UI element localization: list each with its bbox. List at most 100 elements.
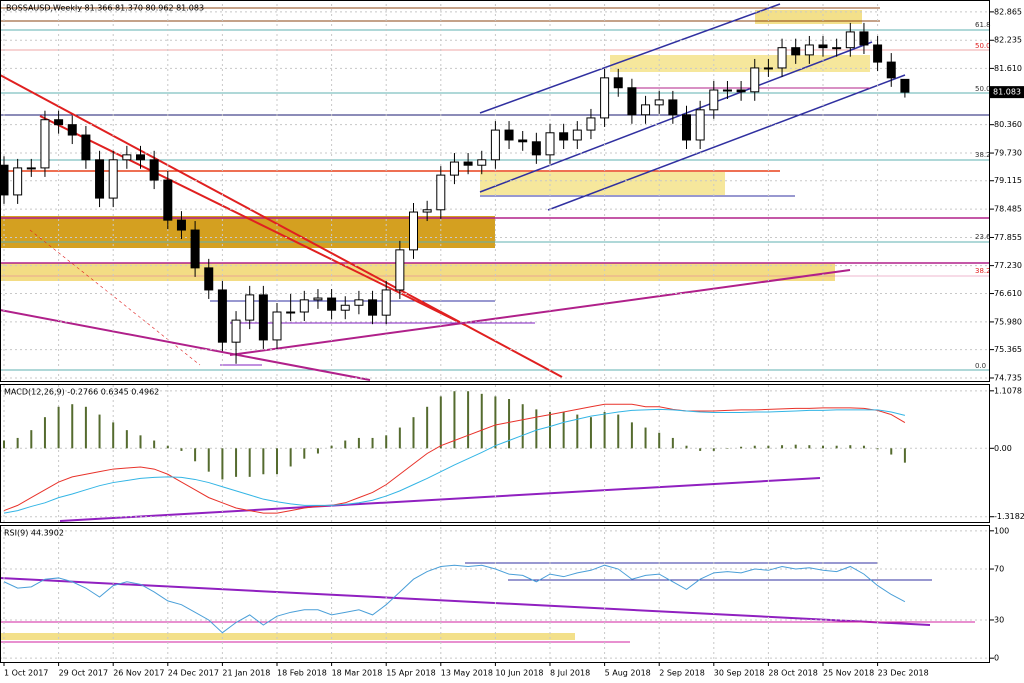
candle-body: [900, 78, 910, 93]
histogram-bar: [194, 448, 197, 462]
candle-body: [54, 119, 64, 126]
y-tick-label: 77.855: [994, 233, 1022, 242]
marks: [0, 4, 990, 662]
candle-body: [750, 67, 760, 93]
histogram-bar: [658, 432, 661, 449]
y-tick-label: 76.610: [994, 289, 1022, 298]
candle-body: [409, 211, 418, 251]
candle-body: [777, 47, 787, 69]
candle-body: [886, 61, 896, 79]
histogram-bar: [357, 437, 360, 449]
candle-body: [449, 161, 459, 176]
y-tick-label: 80.360: [994, 120, 1022, 129]
x-tick-label: 18 Mar 2018: [332, 669, 383, 678]
y-tick-label: 74.735: [994, 373, 1022, 382]
histogram-bar: [412, 417, 415, 449]
histogram-bar: [385, 435, 388, 449]
zone: [0, 633, 575, 640]
zone: [480, 172, 725, 195]
histogram-bar: [740, 446, 743, 449]
trend-line: [229, 269, 851, 356]
trend-line: [0, 577, 931, 626]
current-price: 81.083: [993, 88, 1021, 97]
histogram-bar: [453, 391, 456, 449]
candle-body: [340, 304, 350, 311]
x-tick-label: 5 Aug 2018: [605, 669, 651, 678]
histogram-bar: [822, 445, 824, 449]
y-tick-label: 81.610: [994, 64, 1022, 73]
candle-body: [463, 161, 473, 166]
candle-body: [736, 89, 746, 93]
y-tick-label: 70: [994, 565, 1004, 574]
indicator-line: [3, 564, 906, 634]
histogram-bar: [235, 448, 238, 477]
candle-body: [613, 77, 623, 89]
y-tick-label: 100: [994, 526, 1009, 535]
x-tick-label: 13 May 2018: [441, 669, 493, 678]
candle-body: [709, 89, 719, 111]
y-tick-label: 77.230: [994, 261, 1022, 270]
indicator-line: [3, 408, 906, 514]
indicator-line: [3, 403, 906, 514]
x-tick-label: 15 Apr 2018: [386, 669, 435, 678]
histogram-bar: [808, 445, 811, 449]
candle-body: [272, 311, 282, 341]
fib-label: 23.6: [975, 233, 991, 241]
y-tick-label: 75.980: [994, 317, 1022, 326]
y-tick-label: 75.365: [994, 345, 1022, 354]
histogram-bar: [125, 430, 128, 449]
candle-body: [518, 139, 528, 143]
candle-body: [832, 47, 842, 50]
y-tick-label: 78.485: [994, 205, 1022, 214]
candle-body: [313, 297, 323, 301]
x-tick-label: 29 Oct 2017: [59, 669, 108, 678]
trend-line: [59, 477, 821, 522]
candle-body: [804, 44, 814, 56]
candle-body: [490, 129, 500, 161]
histogram-bar: [30, 430, 33, 449]
y-tick-label: 79.115: [994, 176, 1022, 185]
histogram-bar: [289, 448, 292, 467]
candle-body: [354, 299, 364, 306]
candle-body: [791, 47, 801, 56]
trend-line: [39, 115, 466, 326]
histogram-bar: [248, 448, 251, 477]
x-tick-label: 18 Feb 2018: [277, 669, 327, 678]
histogram-bar: [767, 445, 770, 449]
candle-body: [422, 209, 432, 213]
histogram-bar: [98, 414, 101, 449]
histogram-bar: [467, 391, 470, 449]
histogram-bar: [671, 437, 674, 449]
histogram-bar: [589, 417, 592, 449]
x-tick-label: 28 Oct 2018: [768, 669, 817, 678]
histogram-bar: [535, 409, 538, 449]
candle-body: [204, 267, 214, 291]
histogram-bar: [712, 448, 715, 451]
histogram-bar: [549, 411, 551, 449]
candle-body: [586, 117, 596, 131]
histogram-bar: [685, 445, 688, 449]
candle-body: [627, 87, 637, 116]
x-tick-label: 2 Sep 2018: [659, 669, 705, 678]
candle-body: [13, 167, 23, 196]
histogram-bar: [84, 406, 87, 449]
fib-label: 0.0: [975, 362, 986, 370]
candle-body: [682, 114, 691, 141]
x-tick-label: 24 Dec 2017: [168, 669, 219, 678]
y-tick-label: 0: [994, 654, 999, 663]
candle-body: [81, 134, 91, 161]
x-tick-label: 25 Nov 2018: [823, 669, 874, 678]
histogram-bar: [753, 445, 756, 449]
candle-body: [327, 297, 337, 311]
candle-body: [873, 44, 883, 63]
histogram-bar: [303, 448, 306, 459]
histogram-bar: [849, 445, 852, 449]
histogram-bar: [139, 435, 142, 449]
histogram-bar: [262, 448, 265, 475]
candle-body: [26, 167, 36, 170]
channel-line: [479, 3, 781, 114]
histogram-bar: [576, 414, 579, 449]
